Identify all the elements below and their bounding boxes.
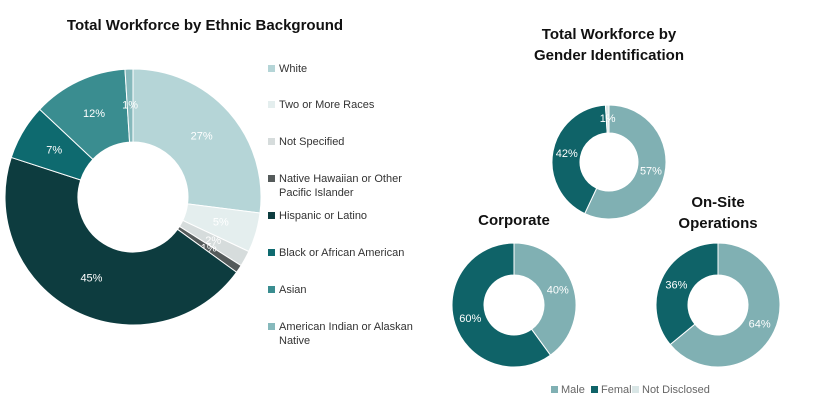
legend-item: American Indian or Alaskan Native bbox=[268, 320, 419, 348]
donut-slice bbox=[551, 104, 608, 215]
data-label: 7% bbox=[46, 144, 62, 156]
data-label: 1% bbox=[122, 99, 138, 111]
legend-item: Native Hawaiian or Other Pacific Islande… bbox=[268, 172, 419, 200]
legend-swatch bbox=[268, 323, 275, 330]
legend-label: Male bbox=[561, 384, 585, 396]
donut-slice bbox=[604, 104, 610, 134]
legend-label: Female bbox=[601, 384, 638, 396]
data-label: 57% bbox=[640, 165, 662, 177]
donut-slice bbox=[669, 242, 781, 368]
donut-slice bbox=[451, 242, 552, 368]
donut-slice bbox=[513, 242, 577, 356]
legend-item: Black or African American bbox=[268, 246, 419, 260]
legend-item: White bbox=[268, 62, 419, 76]
donut-slice bbox=[584, 104, 667, 220]
legend-swatch bbox=[268, 286, 275, 293]
legend-label: Black or African American bbox=[279, 247, 405, 259]
legend-item: Not Specified bbox=[268, 135, 419, 149]
legend-label: Two or More Races bbox=[279, 99, 375, 111]
data-label: 40% bbox=[547, 285, 569, 297]
legend-swatch bbox=[591, 386, 598, 393]
chart-title: On-Site Operations bbox=[678, 194, 758, 232]
legend-label: White bbox=[279, 63, 308, 75]
chart-title: Total Workforce by Gender Identification bbox=[533, 26, 684, 64]
donut-slice bbox=[132, 68, 262, 214]
data-label: 12% bbox=[83, 108, 105, 120]
legend-label: Not Disclosed bbox=[642, 384, 710, 396]
donut-slice bbox=[124, 68, 134, 143]
data-label: 1% bbox=[600, 113, 616, 125]
legend-label: Asian bbox=[279, 284, 307, 296]
data-label: 45% bbox=[80, 272, 102, 284]
legend-swatch bbox=[268, 138, 275, 145]
chart-title: Corporate bbox=[478, 212, 550, 229]
data-label: 64% bbox=[749, 318, 771, 330]
data-label: 2% bbox=[205, 235, 221, 247]
legend-label: American Indian or Alaskan Native bbox=[279, 321, 413, 347]
data-label: 42% bbox=[556, 148, 578, 160]
donut-slice bbox=[4, 156, 238, 326]
donut-slice bbox=[655, 242, 719, 346]
legend-label: Hispanic or Latino bbox=[279, 210, 368, 222]
data-label: 60% bbox=[459, 313, 481, 325]
legend-label: Native Hawaiian or Other Pacific Islande… bbox=[279, 173, 402, 199]
data-label: 27% bbox=[191, 130, 213, 142]
legend-swatch bbox=[268, 65, 275, 72]
data-label: 5% bbox=[213, 216, 229, 228]
legend-item: Hispanic or Latino bbox=[268, 209, 419, 223]
legend-label: Not Specified bbox=[279, 136, 345, 148]
data-label: 36% bbox=[665, 279, 687, 291]
legend-swatch bbox=[268, 212, 275, 219]
legend-swatch bbox=[551, 386, 558, 393]
legend-swatch bbox=[632, 386, 639, 393]
chart-title: Total Workforce by Ethnic Background bbox=[66, 17, 344, 34]
legend-item: Asian bbox=[268, 283, 419, 297]
legend-swatch bbox=[268, 175, 275, 182]
legend-swatch bbox=[268, 249, 275, 256]
legend-item: Two or More Races bbox=[268, 98, 419, 112]
legend-swatch bbox=[268, 101, 275, 108]
